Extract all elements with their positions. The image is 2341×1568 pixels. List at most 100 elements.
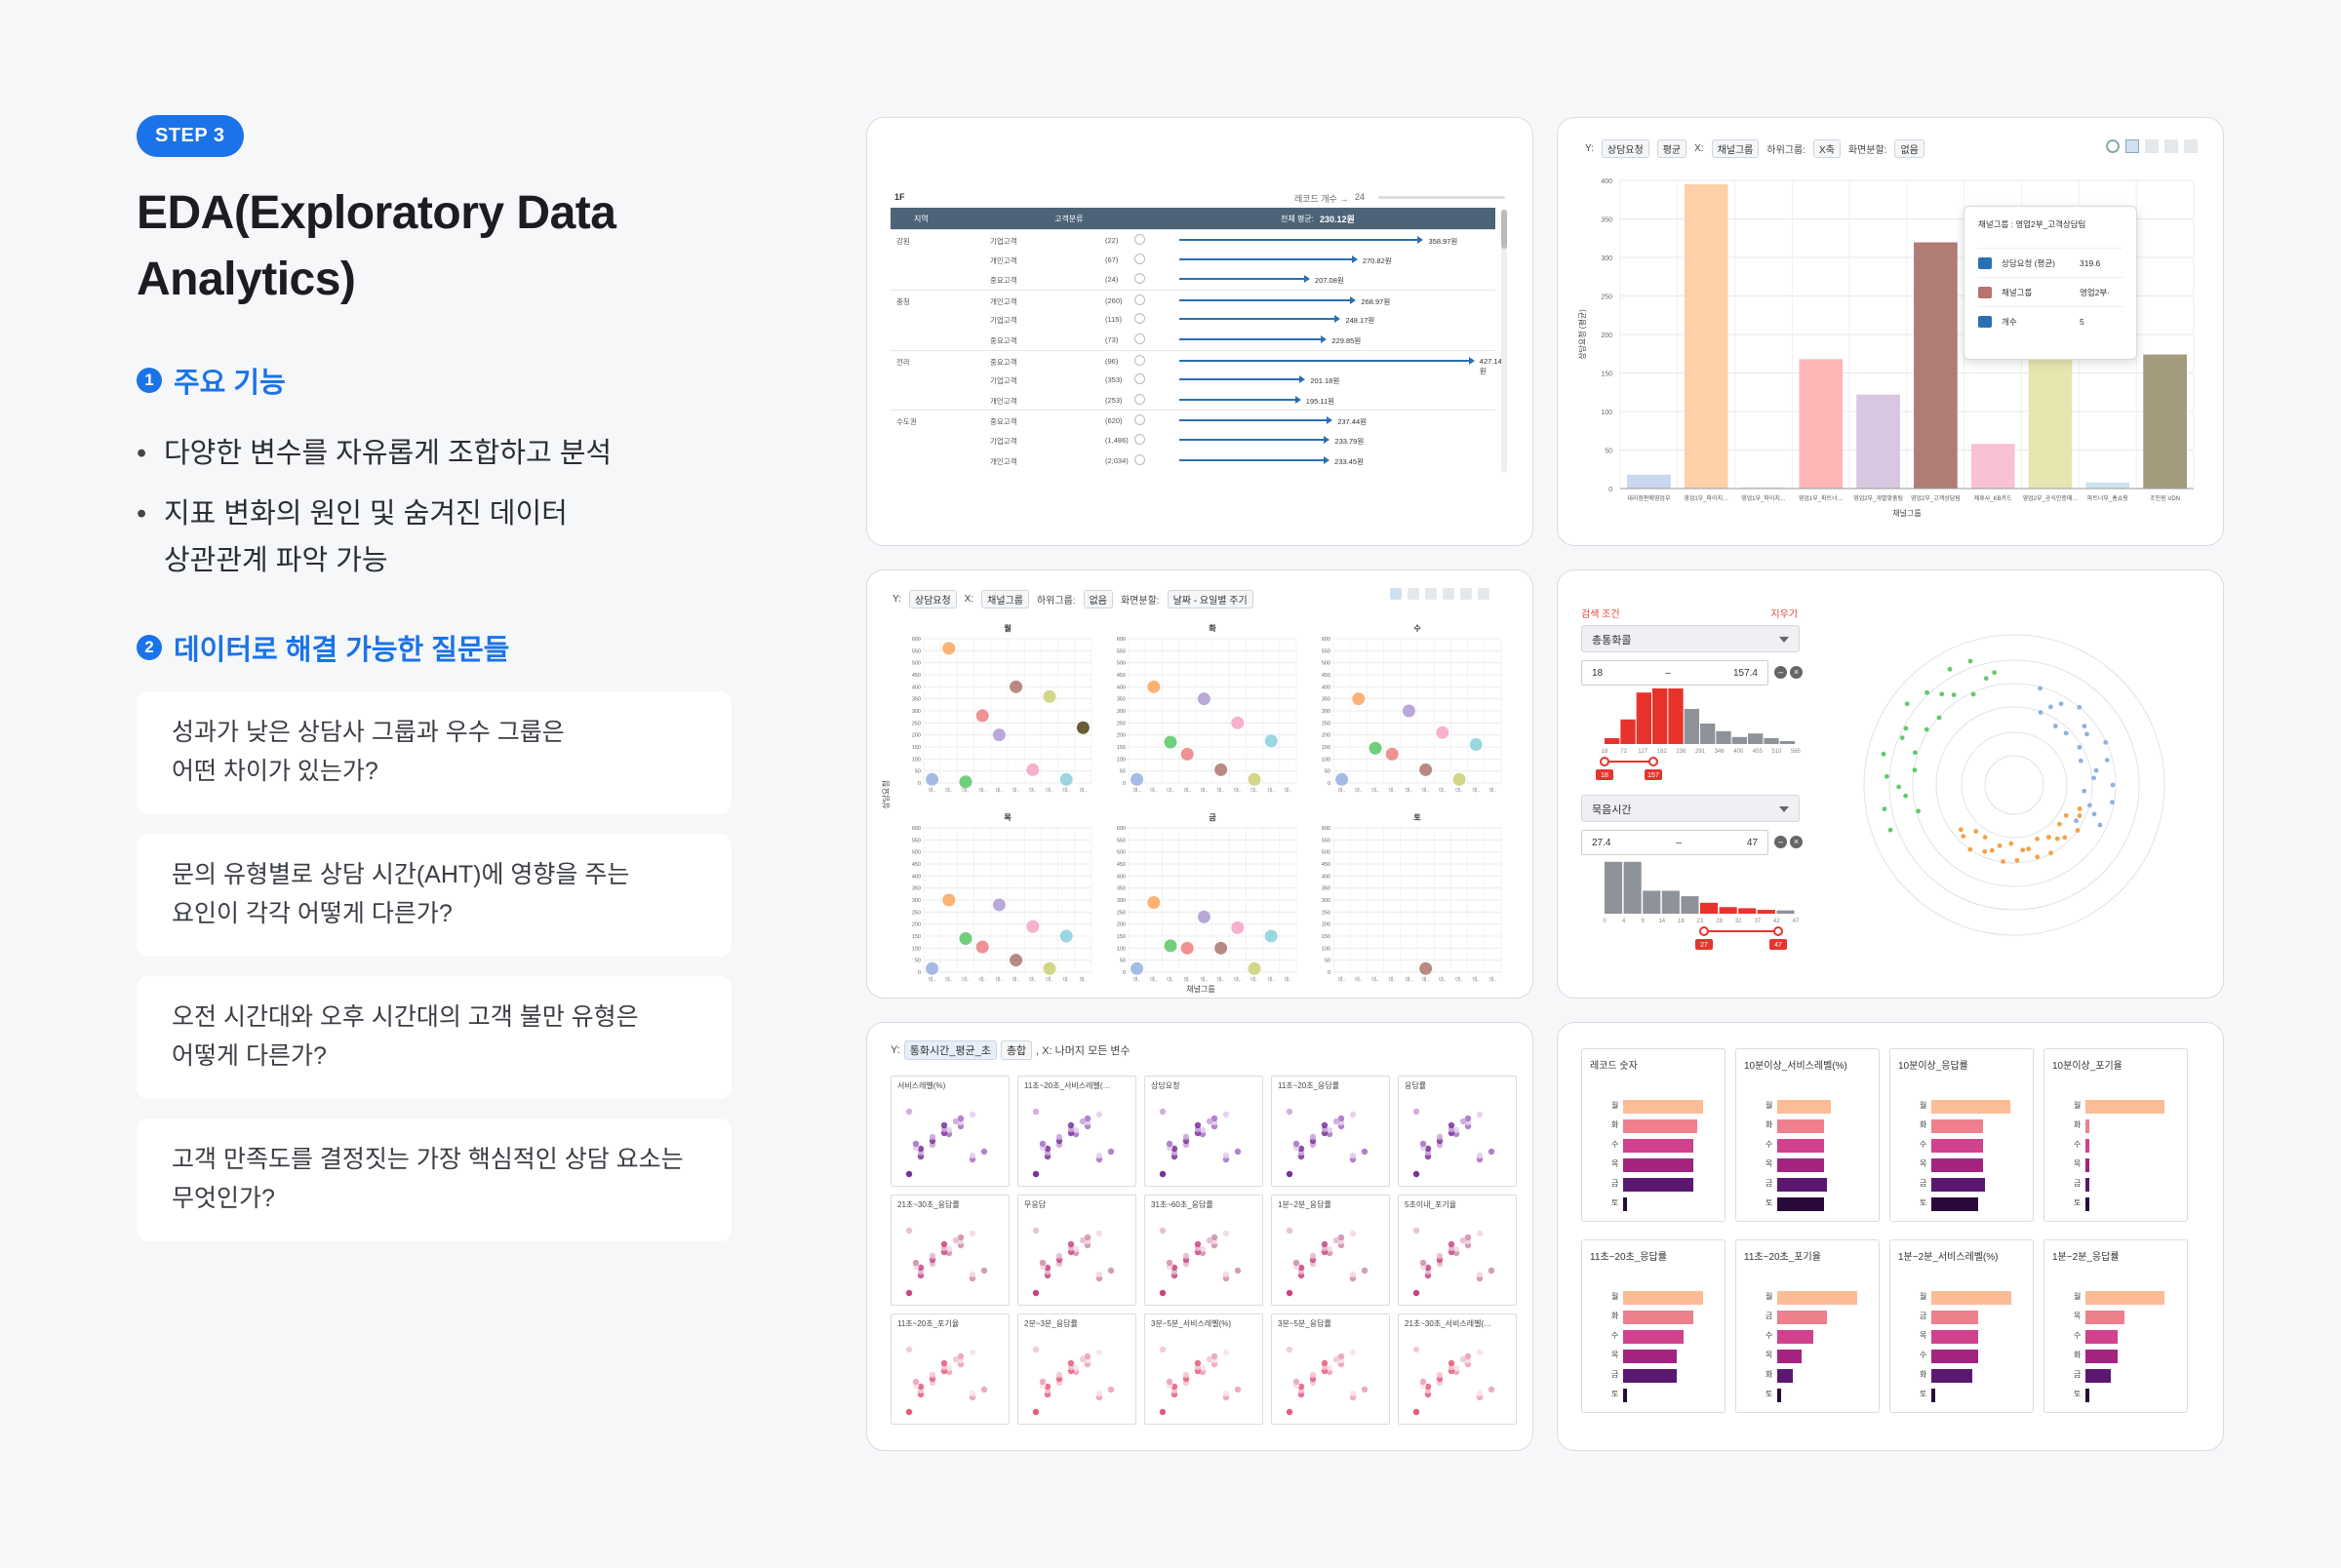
- x-field-chip[interactable]: 채널그룹: [981, 590, 1029, 608]
- matrix-cell[interactable]: 21초~30초_응답률: [891, 1195, 1010, 1306]
- bar-chart-icon[interactable]: [2125, 139, 2139, 153]
- matrix-cell[interactable]: 5초이내_포기율: [1398, 1195, 1517, 1306]
- value-arrow-bar: [1179, 356, 1475, 365]
- small-multiple-card[interactable]: 레코드 숫자 월 화 수 목 금 토: [1581, 1048, 1726, 1222]
- chevron-down-icon[interactable]: [1134, 393, 1145, 405]
- record-slider[interactable]: [1378, 196, 1505, 199]
- radial-ring: [1961, 731, 2068, 839]
- chevron-down-icon[interactable]: [1134, 313, 1145, 325]
- hex-point: [1170, 1145, 1178, 1153]
- hex-point: [1166, 1378, 1173, 1386]
- column-chart-icon[interactable]: [2145, 139, 2159, 153]
- small-multiple-card[interactable]: 10분이상_서비스레벨(%) 월 화 수 목 금 토: [1735, 1048, 1880, 1222]
- small-multiple-card[interactable]: 11초~20초_응답률 월 화 수 목 금 토: [1581, 1239, 1726, 1413]
- histogram-bar: [1681, 896, 1699, 914]
- filter1-range[interactable]: 18 – 157.4: [1581, 660, 1768, 686]
- hex-point: [1326, 1245, 1333, 1253]
- chevron-down-icon[interactable]: [1134, 373, 1145, 385]
- y-field-chip[interactable]: 상담요청: [1601, 139, 1649, 158]
- y-tick-label: 400: [1322, 685, 1330, 690]
- chevron-down-icon[interactable]: [1134, 453, 1145, 465]
- small-multiple-card[interactable]: 11초~20초_포기율 월 금 수 목 화 토: [1735, 1239, 1880, 1413]
- table-row[interactable]: 전라 중요고객 (96) 427.14원: [891, 349, 1502, 375]
- table-row[interactable]: 중요고객 (24) 207.08원: [891, 269, 1495, 290]
- table-scrollbar[interactable]: [1501, 210, 1507, 473]
- chevron-down-icon[interactable]: [1134, 414, 1145, 426]
- y-field-chip[interactable]: 통화시간_평균_초: [903, 1040, 997, 1060]
- matrix-cell[interactable]: 31초~60초_응답률: [1144, 1195, 1263, 1306]
- table-row[interactable]: 개인고객 (67) 270.82원: [891, 250, 1495, 270]
- table-row[interactable]: 수도권 중요고객 (620) 237.44원: [891, 410, 1495, 430]
- header-total[interactable]: 전체 평균:: [1281, 214, 1314, 223]
- x-tick-label: 대..: [929, 787, 935, 794]
- y-tick-label: 550: [912, 838, 921, 843]
- matrix-cell[interactable]: 11초~20초_서비스레벨(…: [1017, 1076, 1136, 1187]
- small-multiple-card[interactable]: 1분~2분_응답률 월 목 수 화 금 토: [2043, 1239, 2188, 1413]
- matrix-cell[interactable]: 응답률: [1398, 1076, 1517, 1187]
- hex-point: [1412, 1108, 1420, 1116]
- matrix-cell[interactable]: 11초~20초_포기율: [891, 1313, 1010, 1425]
- header-segment[interactable]: 고객분류: [1054, 214, 1084, 223]
- chevron-down-icon[interactable]: [1134, 273, 1145, 285]
- refresh-icon[interactable]: [2106, 139, 2120, 153]
- agg-chip[interactable]: 총합: [1000, 1040, 1033, 1060]
- minus-icon[interactable]: –: [1774, 666, 1787, 679]
- hex-point: [940, 1121, 948, 1129]
- table-row[interactable]: 기업고객 (115) 248.17원: [891, 309, 1495, 330]
- table-row[interactable]: 개인고객 (253) 195.11원: [891, 390, 1495, 411]
- table-row[interactable]: 기업고객 (353) 201.18원: [891, 370, 1495, 390]
- matrix-cell[interactable]: 무응답: [1017, 1195, 1136, 1306]
- range-handle: [1699, 926, 1709, 936]
- range-min[interactable]: 18: [1592, 667, 1604, 679]
- chevron-down-icon[interactable]: [1134, 294, 1145, 305]
- subgroup-chip[interactable]: 없음: [1083, 590, 1113, 608]
- bar: [2085, 1139, 2089, 1153]
- split-chip[interactable]: 없음: [1894, 139, 1924, 158]
- matrix-cell[interactable]: 11초~20초_응답률: [1271, 1076, 1390, 1187]
- subgroup-chip[interactable]: X축: [1812, 139, 1841, 158]
- matrix-cell[interactable]: 서비스레벨(%): [891, 1076, 1010, 1187]
- matrix-cell[interactable]: 21초~30초_서비스레벨(…: [1398, 1313, 1517, 1425]
- table-row[interactable]: 강원 기업고객 (22) 358.97원: [891, 229, 1495, 250]
- x-tick-label: 영업1부_파이지…: [1684, 494, 1728, 502]
- range-max[interactable]: 157.4: [1732, 667, 1758, 679]
- range-min[interactable]: 27.4: [1592, 837, 1611, 848]
- matrix-cell[interactable]: 1분~2분_응답률: [1271, 1195, 1390, 1306]
- table-row[interactable]: 개인고객 (2,034) 233.45원: [891, 451, 1495, 471]
- matrix-cell[interactable]: 3분~5분_응답률: [1271, 1313, 1390, 1425]
- small-multiple-card[interactable]: 10분이상_응답률 월 화 수 목 금 토: [1889, 1048, 2034, 1222]
- table-row[interactable]: 기업고객 (1,486) 233.79원: [891, 430, 1495, 451]
- chevron-down-icon[interactable]: [1134, 354, 1145, 366]
- cell-hexbin: [1286, 1346, 1369, 1416]
- bar: [1931, 1330, 1979, 1344]
- filter1-select[interactable]: 총통화콜: [1581, 625, 1800, 652]
- minus-icon[interactable]: –: [1774, 836, 1787, 848]
- grid-icon[interactable]: [2164, 139, 2178, 153]
- filter2-range[interactable]: 27.4 – 47: [1581, 830, 1768, 855]
- close-icon[interactable]: ×: [1790, 836, 1803, 848]
- split-chip[interactable]: 날짜 - 요일별 주기: [1167, 590, 1253, 608]
- header-region[interactable]: 지역: [914, 214, 929, 223]
- x-field-chip[interactable]: 채널그룹: [1711, 139, 1760, 158]
- table-row[interactable]: 중요고객 (73) 229.85원: [891, 330, 1495, 350]
- chevron-down-icon[interactable]: [1134, 433, 1145, 445]
- chevron-down-icon[interactable]: [1134, 253, 1145, 264]
- filter2-select[interactable]: 묵음시간: [1581, 795, 1800, 822]
- matrix-cell[interactable]: 2분~3분_응답률: [1017, 1313, 1136, 1425]
- table-row[interactable]: 충청 개인고객 (260) 268.97원: [891, 289, 1495, 310]
- chevron-down-icon[interactable]: [1134, 333, 1145, 344]
- expand-icon[interactable]: [2184, 139, 2198, 153]
- section-heading-features: 1 주요 기능: [137, 360, 732, 401]
- y-field-chip[interactable]: 상담요청: [908, 590, 957, 608]
- hex-point: [1419, 1378, 1427, 1386]
- close-icon[interactable]: ×: [1790, 666, 1803, 679]
- small-multiple-card[interactable]: 1분~2분_서비스레벨(%) 월 금 목 수 화 토: [1889, 1239, 2034, 1413]
- matrix-cell[interactable]: 상담요청: [1144, 1076, 1263, 1187]
- hex-point: [1210, 1352, 1218, 1360]
- clear-button[interactable]: 지우기: [1770, 609, 1798, 620]
- small-multiple-card[interactable]: 10분이상_포기율 월 화 수 목 금 토: [2043, 1048, 2188, 1222]
- range-max[interactable]: 47: [1746, 837, 1758, 848]
- matrix-cell[interactable]: 3분~5분_서비스레벨(%): [1144, 1313, 1263, 1425]
- y-agg-chip[interactable]: 평균: [1656, 139, 1687, 158]
- chevron-down-icon[interactable]: [1134, 234, 1145, 245]
